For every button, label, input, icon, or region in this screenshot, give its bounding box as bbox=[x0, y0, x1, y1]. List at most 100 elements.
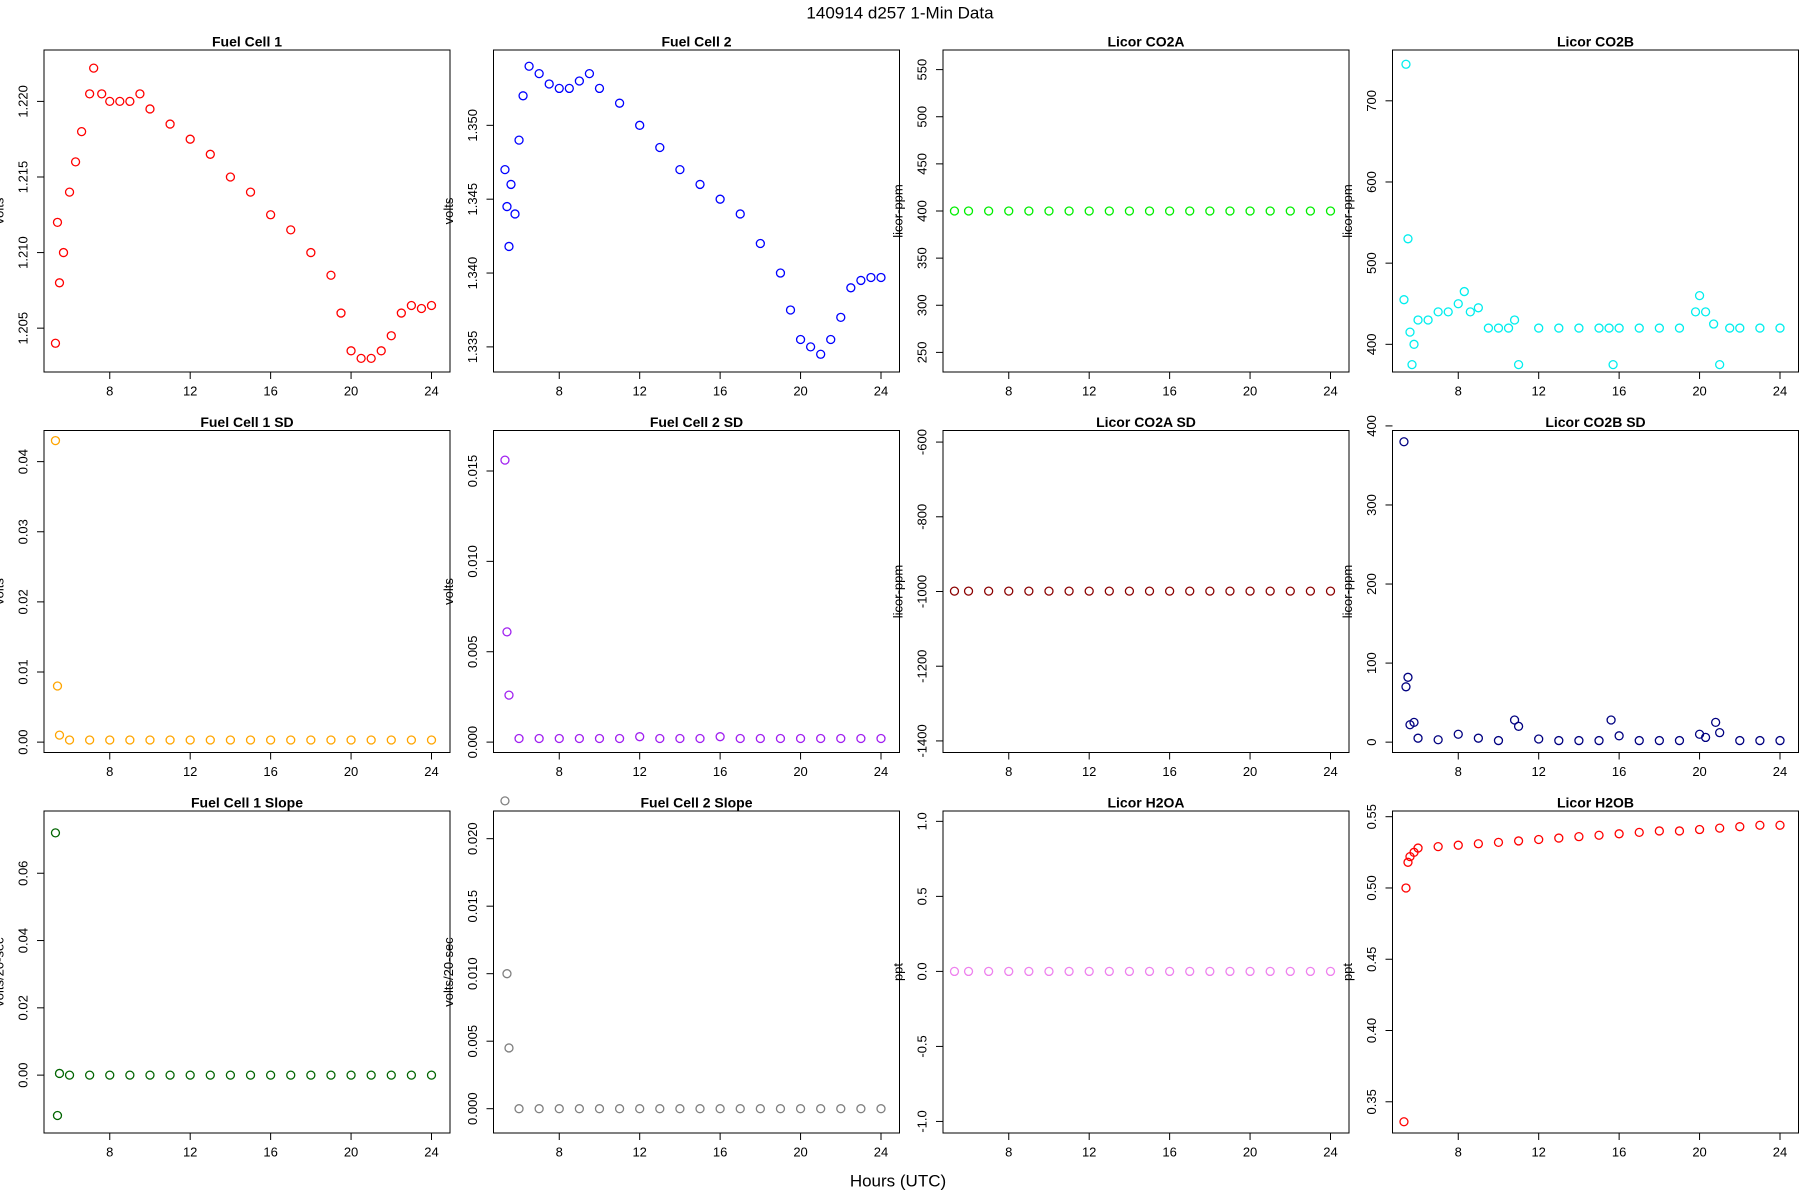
x-tick-label: 8 bbox=[556, 764, 563, 779]
data-point bbox=[50, 338, 61, 348]
plot-frame bbox=[1392, 430, 1799, 753]
y-tick-label: 450 bbox=[914, 153, 929, 175]
data-point bbox=[715, 194, 725, 204]
data-point bbox=[1044, 206, 1054, 216]
data-point bbox=[876, 1104, 886, 1114]
data-point bbox=[54, 1068, 65, 1079]
data-point bbox=[795, 334, 806, 345]
data-point bbox=[1755, 820, 1765, 830]
data-point bbox=[245, 1070, 256, 1080]
data-point bbox=[574, 1104, 585, 1114]
data-point bbox=[105, 96, 115, 107]
data-point bbox=[265, 210, 276, 220]
data-point bbox=[949, 966, 960, 977]
x-tick-label: 8 bbox=[1005, 1144, 1012, 1159]
data-point bbox=[386, 735, 396, 745]
x-tick-label: 16 bbox=[263, 1144, 277, 1159]
data-point bbox=[1715, 728, 1725, 738]
data-point bbox=[366, 735, 376, 745]
x-tick-label: 8 bbox=[1455, 1144, 1462, 1159]
data-point bbox=[306, 735, 316, 745]
data-point bbox=[544, 79, 554, 89]
data-point bbox=[205, 1070, 215, 1080]
data-point bbox=[816, 349, 826, 359]
data-point bbox=[64, 735, 75, 745]
x-tick-label: 16 bbox=[1162, 764, 1176, 779]
data-point bbox=[775, 733, 786, 744]
data-point bbox=[1104, 966, 1114, 977]
data-point bbox=[1305, 206, 1316, 216]
data-point bbox=[1459, 286, 1469, 297]
data-point bbox=[1509, 315, 1520, 325]
data-point bbox=[1399, 437, 1409, 447]
data-point bbox=[554, 733, 564, 744]
y-tick-label: 0.020 bbox=[465, 822, 480, 855]
x-tick-label: 20 bbox=[1692, 1144, 1706, 1159]
data-point bbox=[1614, 731, 1624, 741]
data-point bbox=[1473, 733, 1484, 743]
data-point bbox=[1694, 290, 1705, 301]
plot-frame bbox=[43, 810, 451, 1134]
x-tick-label: 24 bbox=[1773, 764, 1787, 779]
x-tick-label: 12 bbox=[1531, 383, 1545, 398]
data-point bbox=[1574, 323, 1584, 333]
data-point bbox=[105, 735, 115, 745]
data-point bbox=[805, 342, 816, 352]
y-axis-label: licor-ppm bbox=[890, 184, 905, 237]
panel-title: Fuel Cell 2 bbox=[661, 34, 731, 50]
y-tick-label: 0.010 bbox=[465, 957, 480, 990]
data-point bbox=[1493, 323, 1504, 333]
data-point bbox=[1453, 840, 1463, 850]
data-point bbox=[366, 353, 376, 364]
data-point bbox=[846, 283, 856, 293]
data-point bbox=[1144, 586, 1155, 596]
data-point bbox=[1503, 323, 1514, 333]
data-point bbox=[1493, 735, 1504, 746]
data-point bbox=[1608, 359, 1618, 370]
data-point bbox=[1554, 833, 1564, 843]
data-point bbox=[775, 268, 786, 278]
data-point bbox=[795, 1104, 806, 1114]
x-tick-label: 8 bbox=[1455, 383, 1462, 398]
x-tick-label: 8 bbox=[106, 764, 113, 779]
data-point bbox=[89, 63, 99, 73]
data-point bbox=[346, 1070, 356, 1080]
data-point bbox=[1024, 966, 1034, 977]
data-point bbox=[1594, 830, 1604, 840]
data-point bbox=[97, 89, 107, 99]
data-point bbox=[836, 1104, 846, 1114]
data-point bbox=[1755, 323, 1765, 333]
y-axis-label: volts/20-sec bbox=[0, 937, 6, 1007]
data-point bbox=[614, 733, 625, 744]
data-point bbox=[735, 733, 745, 744]
y-tick-label: 0.010 bbox=[465, 545, 480, 578]
y-tick-label: -1400 bbox=[914, 724, 929, 757]
data-point bbox=[205, 149, 215, 159]
data-point bbox=[500, 796, 510, 806]
data-point bbox=[386, 1070, 396, 1080]
x-tick-label: 24 bbox=[1773, 383, 1787, 398]
data-point bbox=[225, 1070, 236, 1080]
data-point bbox=[1594, 735, 1604, 746]
data-point bbox=[514, 135, 524, 145]
y-tick-label: 1.335 bbox=[465, 331, 480, 364]
data-point bbox=[1265, 966, 1275, 977]
x-tick-label: 12 bbox=[632, 383, 646, 398]
data-point bbox=[1604, 323, 1614, 333]
x-tick-label: 12 bbox=[1082, 383, 1096, 398]
panel-title: Licor CO2A bbox=[1107, 34, 1184, 50]
x-tick-label: 12 bbox=[1082, 1144, 1096, 1159]
data-point bbox=[356, 353, 366, 364]
data-point bbox=[1064, 966, 1074, 977]
data-point bbox=[785, 305, 796, 315]
data-point bbox=[655, 733, 665, 744]
data-point bbox=[1325, 966, 1336, 977]
data-point bbox=[836, 312, 846, 322]
y-tick-label: 0.02 bbox=[15, 589, 30, 614]
data-point bbox=[145, 1070, 155, 1080]
data-point bbox=[500, 164, 510, 175]
data-point bbox=[1124, 206, 1135, 216]
x-tick-label: 20 bbox=[344, 383, 358, 398]
data-point bbox=[504, 690, 514, 700]
y-tick-label: 300 bbox=[1364, 494, 1379, 516]
